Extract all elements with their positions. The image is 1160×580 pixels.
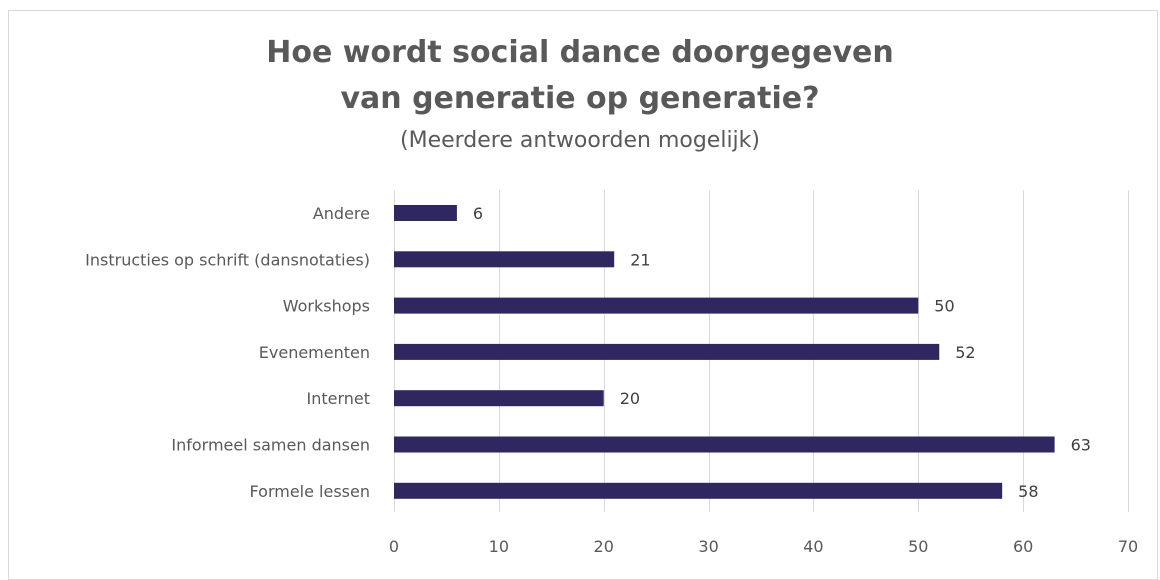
category-label: Informeel samen dansen bbox=[171, 436, 370, 455]
x-tick-label: 30 bbox=[698, 537, 718, 556]
category-label: Workshops bbox=[283, 297, 370, 316]
chart-title-line-2: van generatie op generatie? bbox=[340, 81, 820, 116]
chart-subtitle: (Meerdere antwoorden mogelijk) bbox=[400, 128, 760, 153]
category-label: Evenementen bbox=[259, 343, 370, 362]
bars bbox=[394, 205, 1055, 499]
category-labels: Andere Instructies op schrift (dansnotati… bbox=[85, 204, 370, 501]
category-label: Internet bbox=[306, 389, 370, 408]
category-label: Andere bbox=[313, 204, 370, 223]
bar bbox=[394, 390, 604, 407]
x-tick-label: 70 bbox=[1118, 537, 1138, 556]
chart-title-line-1: Hoe wordt social dance doorgegeven bbox=[266, 35, 894, 70]
data-label: 6 bbox=[473, 204, 483, 223]
x-tick-label: 60 bbox=[1013, 537, 1033, 556]
data-label: 58 bbox=[1018, 482, 1038, 501]
x-tick-label: 10 bbox=[489, 537, 509, 556]
bar bbox=[394, 343, 940, 360]
data-label: 52 bbox=[955, 343, 975, 362]
data-label: 21 bbox=[630, 250, 650, 269]
data-label: 63 bbox=[1071, 436, 1091, 455]
x-tick-label: 50 bbox=[908, 537, 928, 556]
bar bbox=[394, 205, 457, 221]
data-labels: 6 21 50 52 20 63 58 bbox=[473, 204, 1091, 501]
data-label: 50 bbox=[934, 297, 954, 316]
x-axis-tick-labels: 0 10 20 30 40 50 60 70 bbox=[389, 537, 1138, 556]
bar bbox=[394, 297, 919, 314]
x-tick-label: 0 bbox=[389, 537, 399, 556]
category-label: Formele lessen bbox=[250, 482, 370, 501]
x-tick-label: 40 bbox=[803, 537, 823, 556]
bar bbox=[394, 251, 615, 268]
category-label: Instructies op schrift (dansnotaties) bbox=[85, 250, 370, 269]
bar bbox=[394, 436, 1055, 453]
x-tick-label: 20 bbox=[594, 537, 614, 556]
bar bbox=[394, 482, 1003, 499]
data-label: 20 bbox=[620, 389, 640, 408]
